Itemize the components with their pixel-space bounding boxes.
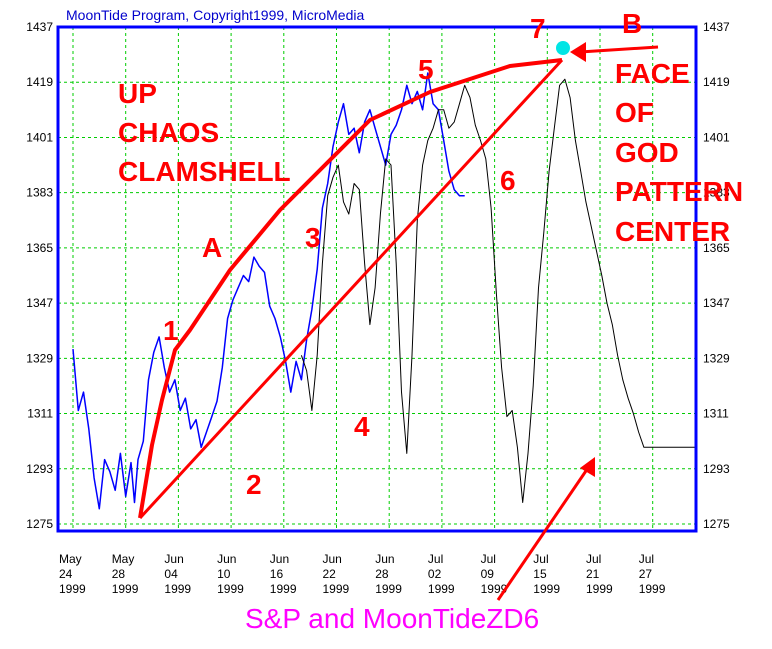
x-tick-label: May [112,552,135,566]
label-clamshell: CLAMSHELL [118,156,291,187]
x-tick-label: 1999 [586,582,613,596]
label-god: GOD [615,137,679,168]
y-tick-label-right: 1329 [703,351,730,365]
y-tick-label-left: 1275 [26,517,53,531]
plot-area-frame [56,25,698,533]
chart-title: MoonTide Program, Copyright1999, MicroMe… [66,7,364,23]
x-tick-label: 09 [481,567,495,581]
x-tick-label: 22 [323,567,337,581]
x-tick-label: 1999 [270,582,297,596]
y-tick-label-left: 1347 [26,296,53,310]
arrow-footer-head [580,457,595,477]
x-tick-label: Jul [428,552,443,566]
series-group [72,72,697,510]
x-tick-label: 1999 [112,582,139,596]
chart-footer: S&P and MoonTideZD6 [245,603,539,634]
x-tick-label: 24 [59,567,73,581]
wave-label-1: 1 [163,315,179,346]
y-tick-label-left: 1311 [27,407,53,421]
x-tick-label: Jun [217,552,236,566]
x-tick-label: 04 [164,567,178,581]
y-tick-label-left: 1383 [26,186,53,200]
x-tick-label: Jun [270,552,289,566]
cyan-marker [556,41,570,55]
y-tick-label-right: 1293 [703,462,730,476]
x-tick-label: 1999 [481,582,508,596]
x-tick-label: Jul [481,552,496,566]
label-face: FACE [615,58,690,89]
y-tick-labels: 1275 1275 1293 1293 1311 1311 1329 1329 1347 1347… [26,20,730,531]
x-tick-label: Jul [639,552,654,566]
x-tick-label: Jul [586,552,601,566]
x-tick-label: 1999 [375,582,402,596]
wave-label-b: B [622,8,642,39]
arrow-b-shaft [579,45,659,54]
y-tick-label-right: 1419 [703,75,730,89]
arrow-footer-shaft [496,464,592,601]
series-line-moontide [300,78,697,503]
wave-label-6: 6 [500,165,516,196]
x-tick-label: Jul [533,552,548,566]
wave-label-7: 7 [530,13,546,44]
x-tick-label: May [59,552,82,566]
x-tick-label: 1999 [323,582,350,596]
x-tick-label: 1999 [164,582,191,596]
y-tick-label-left: 1329 [26,351,53,365]
label-of: OF [615,97,654,128]
x-tick-label: 15 [533,567,547,581]
y-tick-label-left: 1365 [26,241,53,255]
wave-label-5: 5 [418,54,434,85]
label-chaos: CHAOS [118,117,219,148]
x-tick-label: 1999 [217,582,244,596]
x-tick-label: 10 [217,567,231,581]
x-tick-label: 28 [112,567,126,581]
y-tick-label-left: 1437 [26,20,53,34]
x-tick-label: 28 [375,567,389,581]
y-tick-label-right: 1275 [703,517,730,531]
wave-label-4: 4 [354,411,370,442]
x-tick-label: Jun [323,552,342,566]
x-tick-label: 16 [270,567,284,581]
label-center: CENTER [615,216,730,247]
y-tick-label-right: 1437 [703,20,730,34]
x-tick-labels: May241999May281999Jun041999Jun101999Jun1… [59,552,666,596]
x-tick-label: 1999 [639,582,666,596]
label-pattern: PATTERN [615,176,743,207]
y-tick-label-right: 1365 [703,241,730,255]
x-tick-label: 21 [586,567,600,581]
y-tick-label-right: 1347 [703,296,730,310]
clamshell-lower-line [138,58,564,520]
series-line-sp [72,72,465,510]
x-tick-label: 1999 [533,582,560,596]
y-tick-label-right: 1311 [703,407,729,421]
y-tick-label-left: 1419 [26,75,53,89]
x-tick-label: Jun [164,552,183,566]
x-tick-label: Jun [375,552,394,566]
arrow-b-head [570,42,586,62]
clamshell-upper-curve [138,58,563,519]
x-tick-label: 27 [639,567,653,581]
x-tick-label: 1999 [428,582,455,596]
wave-label-a: A [202,232,222,263]
x-tick-label: 02 [428,567,442,581]
y-tick-label-right: 1383 [703,186,730,200]
wave-label-3: 3 [305,222,321,253]
x-tick-label: 1999 [59,582,86,596]
y-tick-label-left: 1401 [26,130,53,144]
y-tick-label-right: 1401 [703,130,730,144]
wave-label-2: 2 [246,469,262,500]
y-tick-label-left: 1293 [26,462,53,476]
annotation-overlay: UP CHAOS CLAMSHELL FACE OF GOD PATTERN C… [118,8,743,601]
label-up: UP [118,78,157,109]
